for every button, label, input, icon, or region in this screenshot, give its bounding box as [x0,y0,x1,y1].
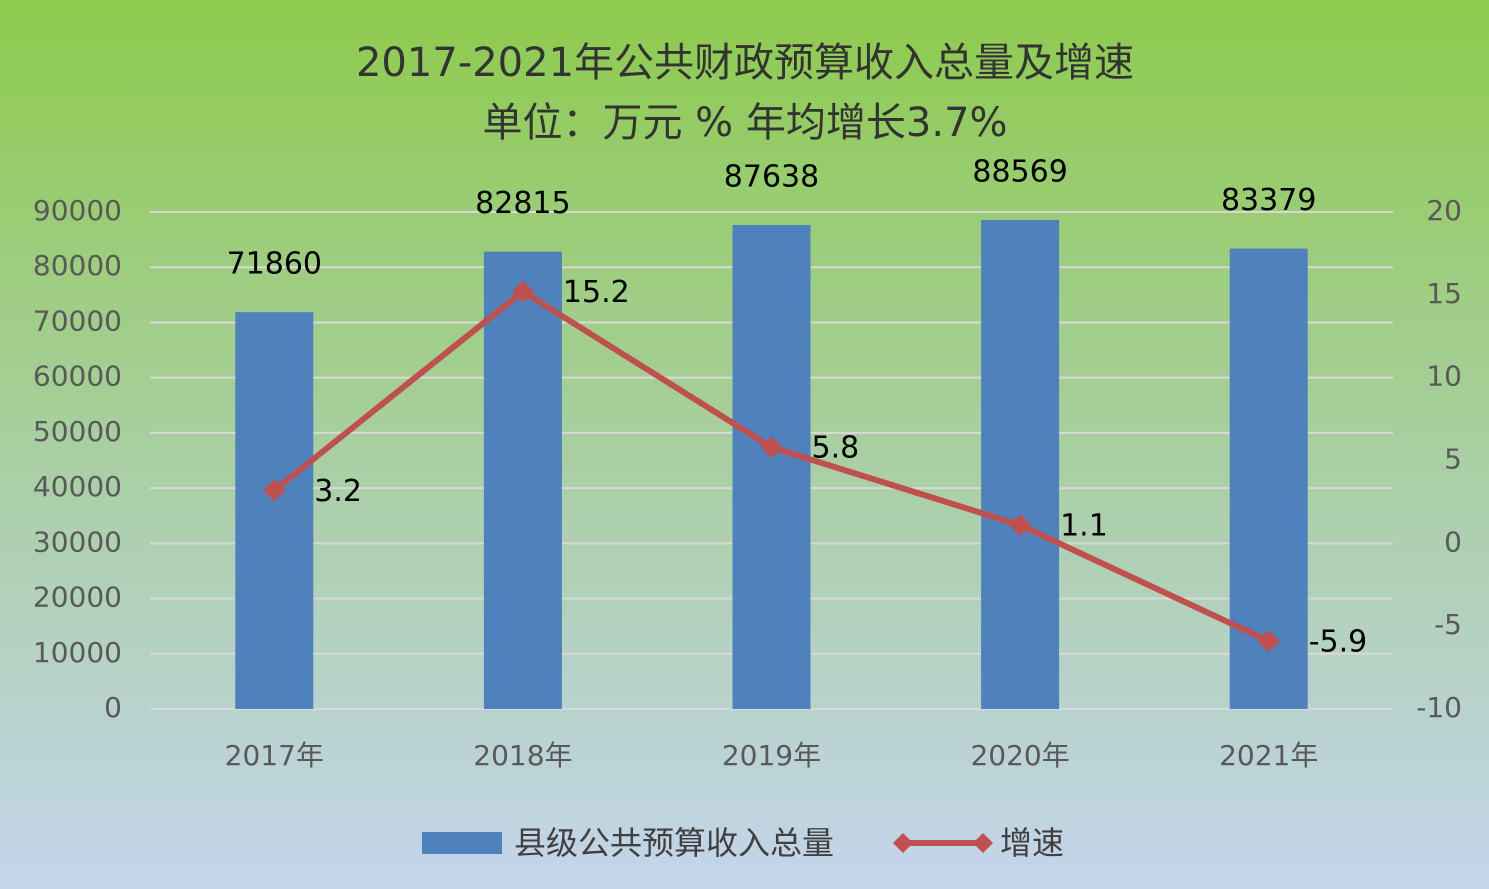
y-tick-label: 10000 [33,636,122,669]
legend-swatch [422,832,502,854]
y2-tick-label: -10 [1416,691,1462,724]
x-tick-label: 2019年 [722,739,821,772]
y-tick-label: 50000 [33,415,122,448]
y-tick-label: 60000 [33,360,122,393]
x-tick-label: 2020年 [970,739,1069,772]
legend-label: 县级公共预算收入总量 [514,824,834,862]
y-tick-label: 80000 [33,249,122,282]
data-label: 3.2 [314,474,362,509]
y-tick-label: 20000 [33,581,122,614]
legend-swatch [893,833,993,853]
y-tick-label: 90000 [33,194,122,227]
x-tick-label: 2017年 [225,739,324,772]
data-label: 88569 [972,154,1067,189]
data-label: 83379 [1221,183,1316,218]
y2-tick-label: 15 [1426,277,1462,310]
x-tick-label: 2021年 [1219,739,1318,772]
data-label: 87638 [724,160,819,195]
data-label: 5.8 [812,431,860,466]
data-label: 82815 [475,186,570,221]
y-tick-label: 70000 [33,304,122,337]
bar [732,225,811,709]
line-marker [1257,630,1280,653]
y2-tick-label: 0 [1444,525,1462,558]
line-marker [760,436,783,459]
y2-tick-label: 10 [1426,360,1462,393]
legend-label: 增速 [1000,824,1064,862]
line-marker [263,479,286,502]
chart-subtitle: 单位：万元 % 年均增长3.7% [482,100,1007,146]
y-tick-label: 30000 [33,525,122,558]
y-tick-label: 40000 [33,470,122,503]
data-label: 15.2 [563,275,630,310]
y2-tick-label: -5 [1434,608,1462,641]
bar [981,219,1060,710]
y2-tick-label: 5 [1444,443,1462,476]
x-tick-label: 2018年 [473,739,572,772]
chart-title: 2017-2021年公共财政预算收入总量及增速 [356,40,1134,86]
bar [235,312,314,709]
data-label: 71860 [227,247,322,282]
data-label: 1.1 [1060,509,1108,544]
line-marker [1009,514,1032,537]
data-label: -5.9 [1309,625,1368,660]
y2-tick-label: 20 [1426,194,1462,227]
bar [483,251,562,709]
line-marker [511,280,534,303]
y-tick-label: 0 [104,691,122,724]
